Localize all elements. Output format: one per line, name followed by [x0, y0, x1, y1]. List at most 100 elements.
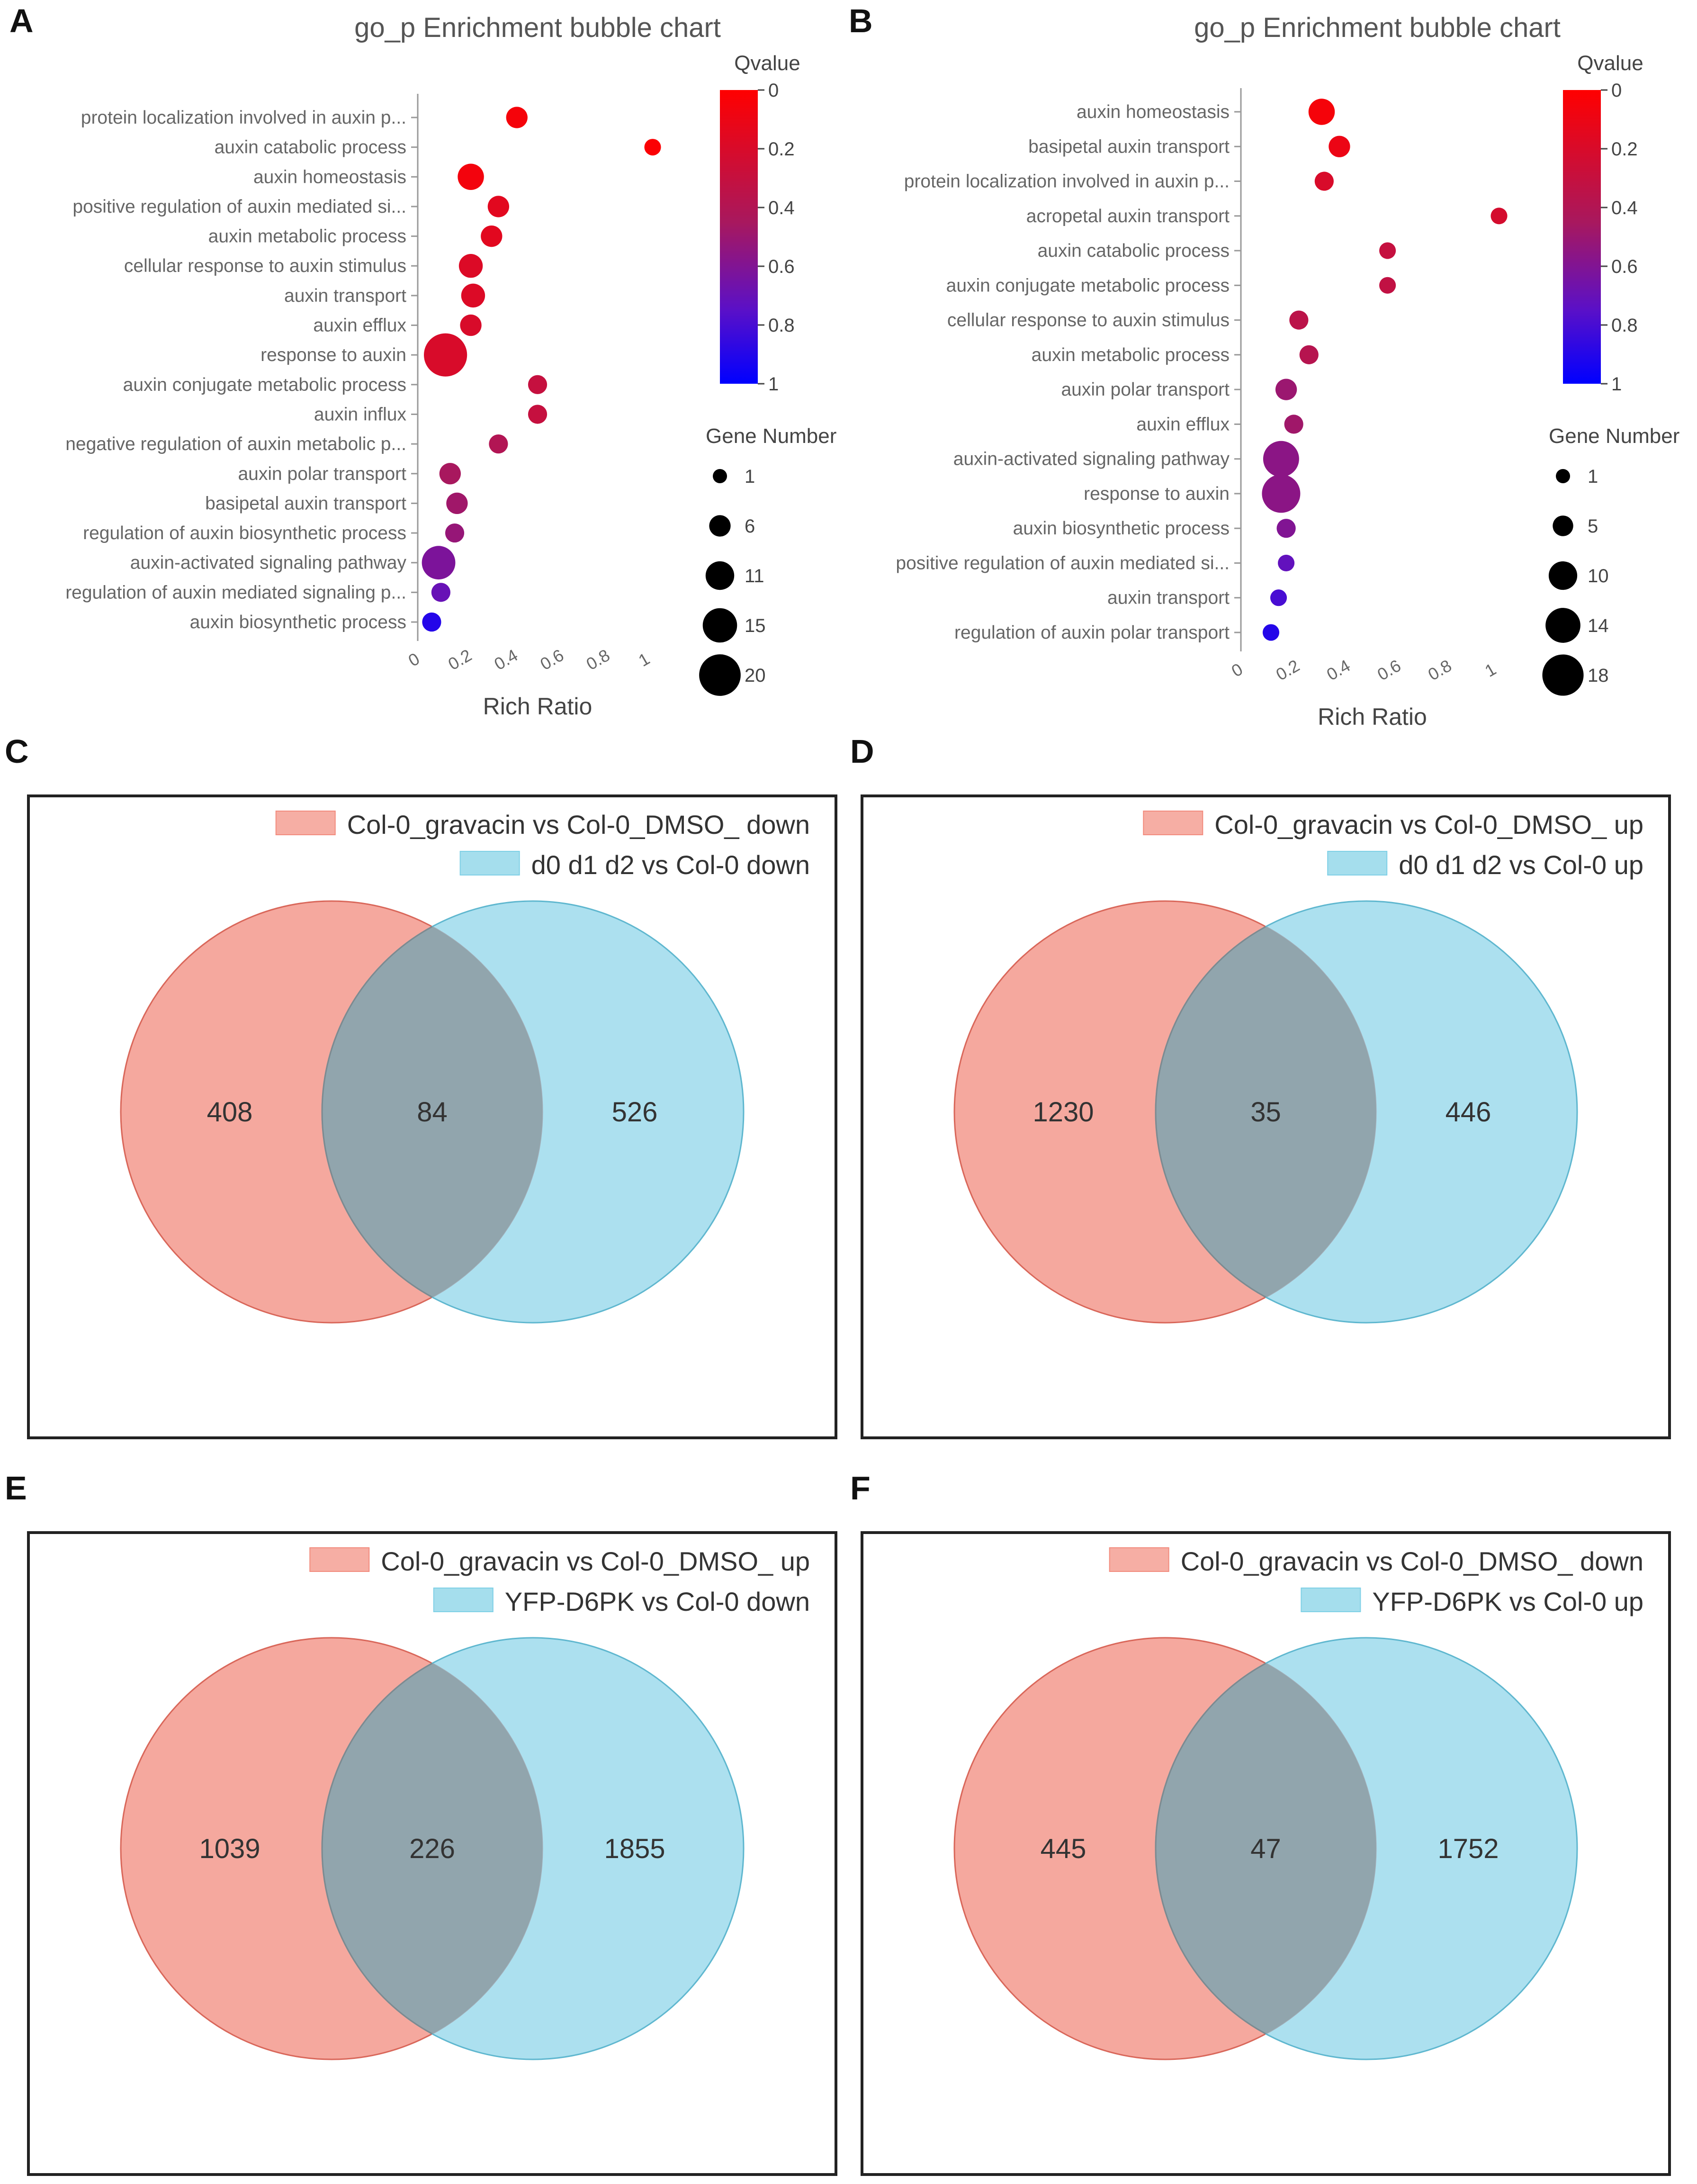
x-tick-label: 0 [405, 649, 423, 670]
venn-legend-label: d0 d1 d2 vs Col-0 down [531, 850, 810, 880]
y-tick-label: auxin metabolic process [208, 226, 406, 247]
bubble-point [461, 283, 485, 308]
venn-count-left: 408 [207, 1097, 253, 1128]
bubble-point [458, 163, 484, 190]
venn-panel-f: F Col-0_gravacin vs Col-0_DMSO_ down YFP-D… [850, 1470, 1671, 2176]
bubble-point [431, 583, 450, 602]
bubble-point [422, 546, 456, 580]
size-legend-label: 5 [1588, 516, 1598, 537]
size-legend-title: Gene Number [1549, 424, 1679, 448]
size-legend-dot [1545, 608, 1580, 643]
x-tick-label: 0.2 [445, 645, 475, 674]
chart-title: go_p Enrichment bubble chart [354, 12, 721, 43]
x-tick-label: 0 [1228, 659, 1246, 681]
panel-label: F [850, 1470, 871, 1507]
y-tick-label: auxin homeostasis [253, 167, 406, 187]
bubble-point [424, 333, 467, 377]
panel-label: B [849, 2, 873, 39]
y-tick-label: protein localization involved in auxin p… [904, 171, 1230, 192]
venn-count-right: 1752 [1437, 1833, 1499, 1864]
colorbar-tick-label: 0 [1611, 80, 1622, 101]
venn-frame [861, 794, 1671, 1439]
venn-count-overlap: 84 [417, 1097, 448, 1128]
bubble-point [1278, 554, 1295, 572]
bubble-point [1276, 519, 1296, 538]
bubble-point [644, 139, 661, 156]
y-tick-label: auxin catabolic process [215, 137, 406, 158]
venn-frame [27, 1531, 837, 2176]
venn-legend-label: Col-0_gravacin vs Col-0_DMSO_ down [1181, 1546, 1643, 1576]
x-tick-label: 0.4 [1323, 656, 1354, 685]
y-tick-label: auxin homeostasis [1077, 102, 1230, 122]
y-tick-label: auxin transport [1107, 588, 1230, 608]
colorbar-tick-label: 0.8 [1611, 315, 1638, 336]
venn-count-left: 445 [1041, 1833, 1086, 1864]
colorbar-tick-label: 1 [1611, 374, 1622, 395]
venn-panel-e: E Col-0_gravacin vs Col-0_DMSO_ up YFP-D6P… [5, 1470, 837, 2176]
y-tick-label: response to auxin [1084, 484, 1230, 504]
venn-legend-label: Col-0_gravacin vs Col-0_DMSO_ up [1214, 810, 1643, 839]
y-tick-label: auxin polar transport [238, 464, 406, 484]
size-legend-title: Gene Number [706, 424, 836, 448]
y-tick-label: regulation of auxin polar transport [954, 623, 1230, 643]
x-tick-label: 0.4 [491, 645, 521, 674]
y-tick-label: auxin conjugate metabolic process [946, 275, 1230, 296]
y-tick-label: positive regulation of auxin mediated si… [896, 553, 1230, 573]
panel-label: E [5, 1470, 27, 1507]
size-legend-label: 14 [1588, 615, 1609, 636]
qvalue-colorbar [720, 90, 758, 384]
venn-count-overlap: 47 [1250, 1833, 1281, 1864]
bubble-point [528, 405, 548, 424]
venn-count-left: 1039 [199, 1833, 260, 1864]
venn-overlap-region [321, 1638, 542, 2059]
venn-legend-label: Col-0_gravacin vs Col-0_DMSO_ down [347, 810, 810, 839]
size-legend-label: 1 [1588, 466, 1598, 487]
venn-count-right: 1855 [604, 1833, 665, 1864]
y-tick-label: auxin transport [284, 286, 406, 306]
venn-legend-label: Col-0_gravacin vs Col-0_DMSO_ up [381, 1546, 810, 1576]
x-tick-label: 1 [1482, 659, 1499, 681]
venn-legend-label: YFP-D6PK vs Col-0 up [1372, 1587, 1643, 1616]
bubble-point [1314, 171, 1334, 191]
venn-count-overlap: 226 [409, 1833, 455, 1864]
bubble-point [445, 523, 465, 543]
venn-panel-d: D Col-0_gravacin vs Col-0_DMSO_ up d0 d1 d… [850, 733, 1671, 1439]
y-tick-label: regulation of auxin mediated signaling p… [65, 582, 406, 603]
size-legend-label: 20 [745, 665, 766, 686]
bubble-point [481, 225, 503, 247]
size-legend-label: 1 [745, 466, 755, 487]
y-tick-label: auxin-activated signaling pathway [130, 553, 407, 573]
panel-label: C [5, 733, 29, 770]
size-legend-label: 10 [1588, 566, 1609, 587]
panel-label: A [9, 2, 34, 39]
venn-legend-swatch [1327, 851, 1388, 875]
y-tick-label: acropetal auxin transport [1026, 206, 1230, 226]
y-tick-label: auxin-activated signaling pathway [953, 449, 1230, 469]
y-tick-label: cellular response to auxin stimulus [947, 310, 1230, 331]
venn-legend-swatch [1109, 1547, 1169, 1572]
y-tick-label: auxin efflux [1136, 414, 1230, 434]
size-legend-dot [713, 469, 727, 483]
colorbar-tick-label: 0.2 [1611, 139, 1638, 160]
qvalue-colorbar [1563, 90, 1601, 384]
bubble-point [460, 314, 482, 336]
bubble-point [1284, 415, 1303, 434]
bubble-point [458, 254, 483, 278]
colorbar-tick-label: 0.2 [768, 139, 795, 160]
bubble-point [528, 375, 548, 394]
venn-legend-swatch [1143, 811, 1203, 835]
chart-title: go_p Enrichment bubble chart [1194, 12, 1561, 43]
bubble-point [1299, 345, 1319, 364]
x-tick-label: 0.8 [583, 645, 613, 674]
size-legend-label: 6 [745, 516, 755, 537]
venn-legend-swatch [309, 1547, 370, 1572]
x-tick-label: 0.2 [1273, 656, 1303, 685]
colorbar-tick-label: 1 [768, 374, 779, 395]
venn-legend-swatch [433, 1588, 494, 1612]
bubble-point [506, 107, 528, 128]
x-tick-label: 1 [635, 649, 653, 670]
venn-count-right: 526 [612, 1097, 658, 1128]
